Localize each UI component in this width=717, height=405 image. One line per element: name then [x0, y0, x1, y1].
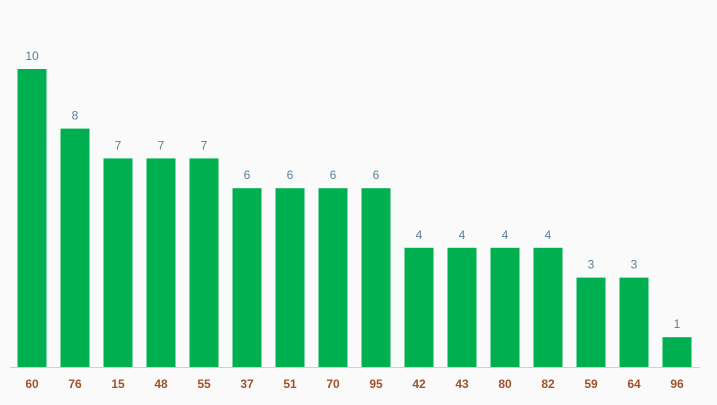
- x-tick-label: 42: [412, 377, 426, 391]
- bar: [490, 247, 520, 367]
- value-label: 4: [545, 228, 552, 242]
- value-label: 6: [244, 168, 251, 182]
- bar: [146, 158, 176, 367]
- value-label: 6: [373, 168, 380, 182]
- bar: [404, 247, 434, 367]
- x-tick-label: 59: [584, 377, 598, 391]
- value-label: 4: [416, 228, 423, 242]
- x-tick-label: 51: [283, 377, 297, 391]
- x-tick-label: 82: [541, 377, 555, 391]
- value-label: 3: [588, 258, 595, 272]
- value-label: 6: [287, 168, 294, 182]
- value-label: 6: [330, 168, 337, 182]
- x-tick-label: 37: [240, 377, 254, 391]
- bar: [447, 247, 477, 367]
- bar: [60, 128, 90, 367]
- value-label: 7: [115, 138, 122, 152]
- bar: [232, 188, 262, 367]
- bar: [318, 188, 348, 367]
- bar: [103, 158, 133, 367]
- x-tick-label: 60: [25, 377, 39, 391]
- value-label: 7: [201, 138, 208, 152]
- value-label: 7: [158, 138, 165, 152]
- bar: [189, 158, 219, 367]
- x-tick-label: 95: [369, 377, 383, 391]
- x-tick-label: 70: [326, 377, 340, 391]
- x-tick-label: 15: [111, 377, 125, 391]
- x-tick-label: 64: [627, 377, 641, 391]
- x-tick-label: 43: [455, 377, 469, 391]
- bar: [361, 188, 391, 367]
- value-label: 3: [631, 258, 638, 272]
- bar: [17, 69, 47, 367]
- bar: [619, 277, 649, 367]
- x-tick-label: 48: [154, 377, 168, 391]
- value-label: 1: [674, 317, 681, 331]
- bar: [576, 277, 606, 367]
- value-label: 10: [25, 49, 39, 63]
- value-label: 8: [72, 109, 79, 123]
- x-tick-label: 80: [498, 377, 512, 391]
- value-label: 4: [459, 228, 466, 242]
- x-tick-label: 96: [670, 377, 684, 391]
- x-tick-label: 55: [197, 377, 211, 391]
- bar: [662, 337, 692, 367]
- bar: [275, 188, 305, 367]
- x-tick-label: 76: [68, 377, 82, 391]
- value-label: 4: [502, 228, 509, 242]
- bar: [533, 247, 563, 367]
